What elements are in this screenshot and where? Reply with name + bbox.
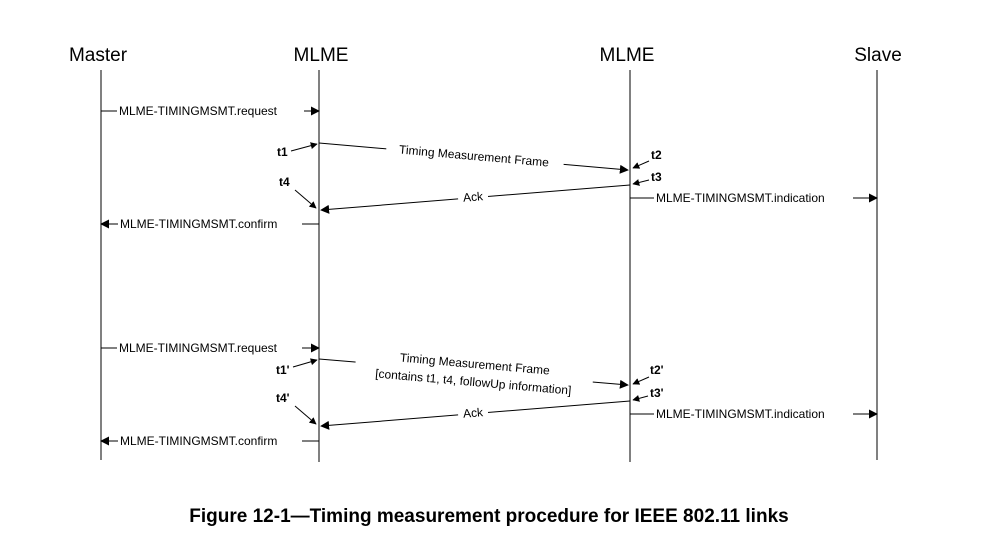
frame-2-label-bg (353, 344, 595, 404)
t2-prime-pointer (632, 376, 650, 385)
t1-label: t1 (277, 145, 288, 159)
frame-1-label-bg (385, 140, 565, 170)
t3-prime-pointer (632, 394, 649, 402)
t2-prime-label: t2' (650, 363, 664, 377)
t4-label: t4 (279, 175, 290, 189)
participant-mlme-left: MLME (294, 45, 349, 66)
t3-label: t3 (651, 170, 662, 184)
ack-2-label: Ack (462, 405, 484, 421)
t1-prime-label: t1' (276, 363, 290, 377)
confirm-1-label: MLME-TIMINGMSMT.confirm (120, 217, 277, 231)
confirm-2-label: MLME-TIMINGMSMT.confirm (120, 434, 277, 448)
participant-master: Master (69, 45, 128, 66)
t2-pointer (632, 160, 650, 169)
t2-label: t2 (651, 148, 662, 162)
ack-2-label-bg (457, 405, 489, 422)
frame-1-label: Timing Measurement Frame (399, 142, 550, 169)
participant-slave: Slave (854, 45, 902, 66)
request-1-label: MLME-TIMINGMSMT.request (119, 104, 278, 118)
participant-mlme-right: MLME (600, 45, 655, 66)
figure-caption: Figure 12-1—Timing measurement procedure… (189, 506, 788, 527)
sequence-2: MLME-TIMINGMSMT.request Timing Measureme… (100, 341, 878, 448)
t1-pointer (290, 142, 318, 152)
ack-1-label-bg (457, 189, 489, 206)
indication-2-label: MLME-TIMINGMSMT.indication (656, 407, 825, 421)
sequence-1: MLME-TIMINGMSMT.request Timing Measureme… (100, 104, 878, 231)
t4-prime-pointer (294, 405, 317, 425)
request-2-label: MLME-TIMINGMSMT.request (119, 341, 278, 355)
t3-pointer (632, 179, 650, 186)
t4-prime-label: t4' (276, 391, 290, 405)
indication-1-label: MLME-TIMINGMSMT.indication (656, 191, 825, 205)
t4-pointer (294, 189, 317, 209)
ack-1-label: Ack (462, 189, 484, 205)
t3-prime-label: t3' (650, 386, 664, 400)
t1-prime-pointer (292, 358, 318, 368)
